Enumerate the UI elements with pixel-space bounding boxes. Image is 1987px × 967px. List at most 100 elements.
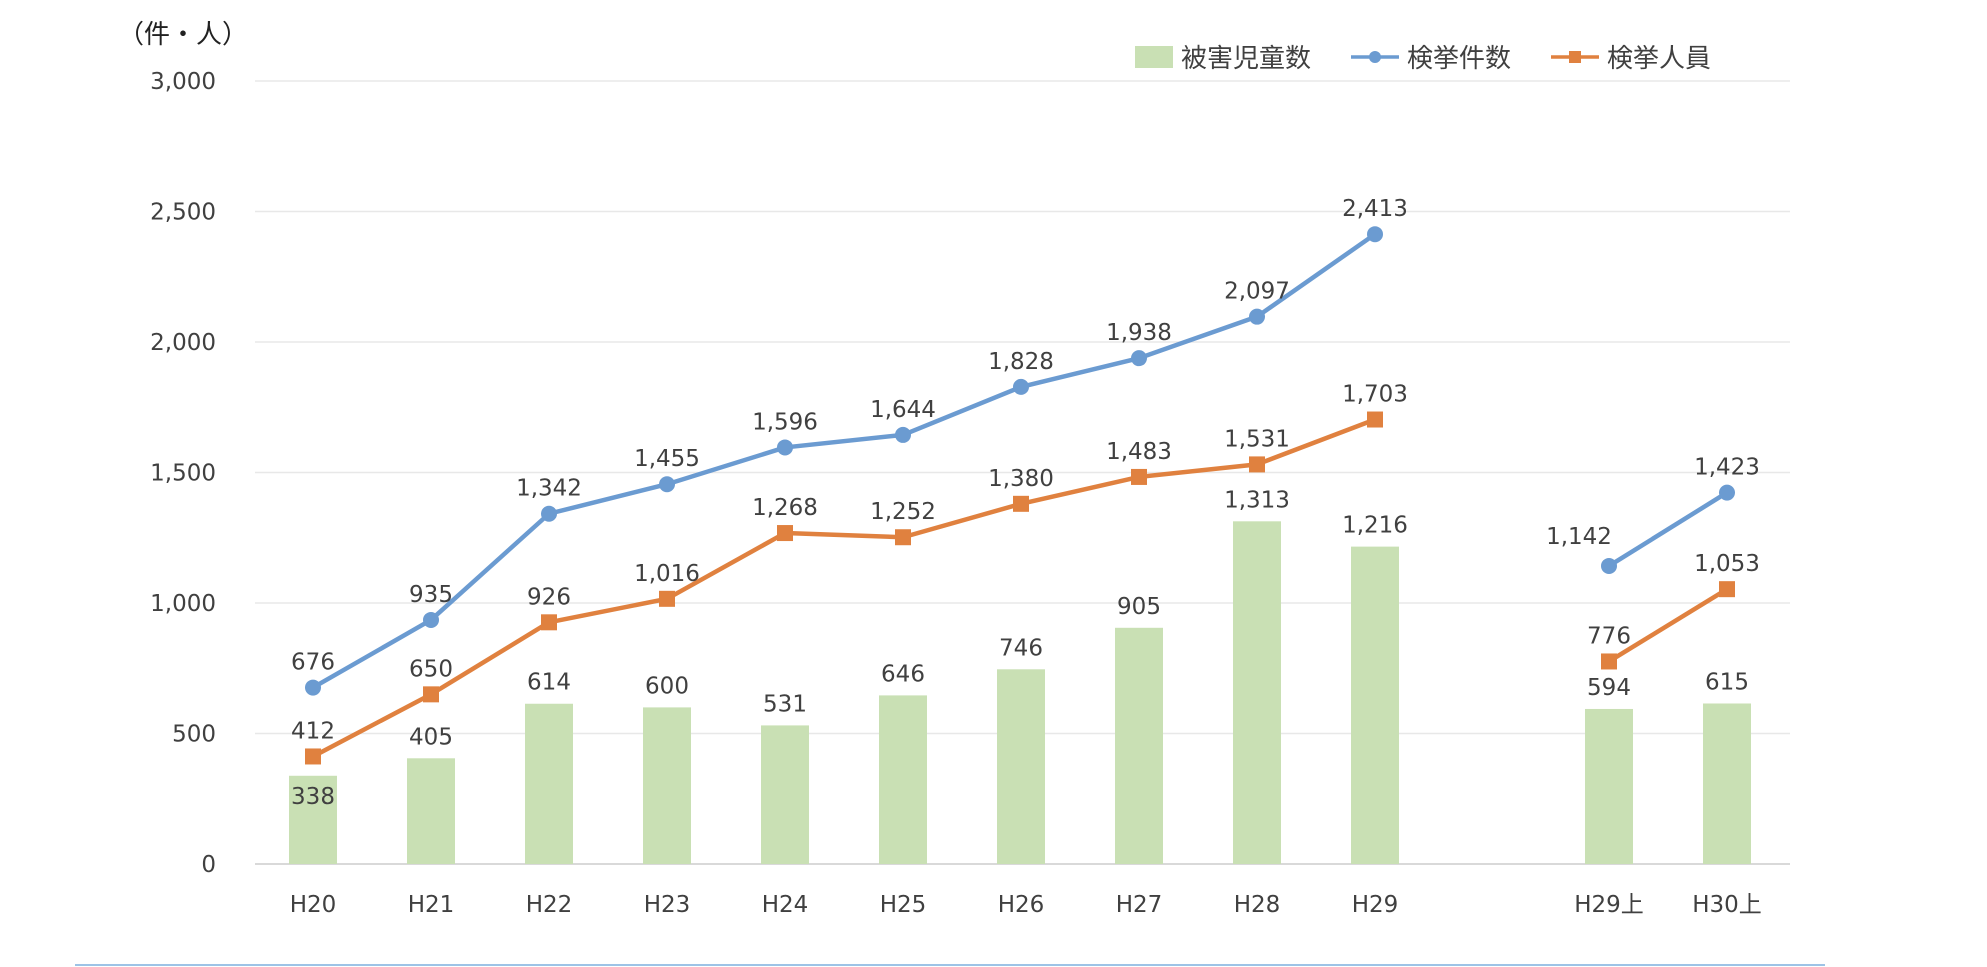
data-label-cases: 2,413 [1342, 196, 1408, 222]
data-label-victims: 405 [409, 724, 453, 750]
bottom-rule [75, 964, 1825, 966]
data-label-victims: 1,313 [1224, 487, 1290, 513]
line-cases [1607, 490, 1729, 568]
data-label-persons: 1,380 [988, 466, 1054, 492]
data-label-cases: 1,342 [516, 476, 582, 502]
legend-marker-persons [1569, 50, 1582, 63]
x-tick-label: H24 [762, 892, 809, 918]
data-label-persons: 650 [409, 656, 453, 682]
data-label-cases: 1,423 [1694, 455, 1760, 481]
x-tick-label: H30上 [1692, 892, 1762, 918]
data-label-persons: 1,531 [1224, 426, 1290, 452]
data-label-persons: 776 [1587, 623, 1631, 649]
data-label-persons: 926 [527, 584, 571, 610]
marker-cases [1131, 350, 1147, 367]
marker-cases [659, 476, 675, 493]
x-tick-label: H26 [998, 892, 1045, 918]
data-label-victims: 615 [1705, 669, 1749, 695]
marker-cases [1601, 557, 1617, 574]
marker-cases [1013, 378, 1029, 395]
legend-item-cases: 検挙件数 [1351, 38, 1511, 75]
data-label-cases: 1,828 [988, 349, 1054, 375]
y-tick-label: 2,500 [150, 200, 216, 226]
data-label-persons: 1,268 [752, 495, 818, 521]
data-label-persons: 1,703 [1342, 382, 1408, 408]
data-label-persons: 1,053 [1694, 551, 1760, 577]
line-persons [1607, 587, 1729, 664]
legend-label-victims: 被害児童数 [1181, 44, 1312, 74]
legend-swatch-victims [1135, 45, 1173, 68]
data-label-persons: 412 [291, 718, 335, 744]
data-label-cases: 1,938 [1106, 320, 1172, 346]
bar-victims [1233, 521, 1281, 864]
marker-persons [1013, 495, 1029, 512]
data-label-victims: 594 [1587, 675, 1631, 701]
x-tick-label: H20 [290, 892, 337, 918]
marker-cases [305, 679, 321, 696]
data-label-victims: 746 [999, 635, 1043, 661]
marker-persons [777, 525, 793, 542]
data-label-persons: 1,483 [1106, 439, 1172, 465]
data-label-persons: 1,016 [634, 561, 700, 587]
x-tick-label: H25 [880, 892, 927, 918]
legend-label-cases: 検挙件数 [1407, 44, 1512, 74]
legend-swatch-persons [1551, 50, 1600, 63]
marker-cases [1719, 484, 1735, 501]
data-label-cases: 2,097 [1224, 279, 1290, 305]
bar-victims [289, 775, 337, 864]
marker-cases [423, 611, 439, 628]
y-tick-label: 1,500 [150, 461, 216, 487]
marker-persons [895, 529, 911, 546]
x-tick-label: H29上 [1574, 892, 1644, 918]
data-label-victims: 1,216 [1342, 513, 1408, 539]
legend-label-persons: 検挙人員 [1607, 44, 1712, 74]
y-tick-label: 0 [201, 852, 216, 878]
line-persons [311, 417, 1376, 759]
legend-marker-cases [1369, 50, 1382, 63]
legend-item-persons: 検挙人員 [1551, 38, 1711, 75]
data-label-cases: 1,455 [634, 446, 700, 472]
bar-victims [643, 707, 691, 864]
marker-persons [1719, 581, 1735, 598]
legend-swatch-cases [1351, 50, 1400, 63]
y-tick-label: 500 [172, 722, 216, 748]
marker-cases [1249, 308, 1265, 325]
marker-persons [1131, 468, 1147, 485]
data-label-cases: 1,142 [1546, 524, 1612, 550]
y-tick-label: 3,000 [150, 69, 216, 95]
bar-victims [879, 695, 927, 864]
data-label-cases: 935 [409, 582, 453, 608]
bar-victims [1585, 708, 1633, 864]
marker-persons [423, 686, 439, 703]
data-label-victims: 614 [527, 670, 571, 696]
bar-victims [1115, 627, 1163, 864]
data-label-victims: 338 [291, 784, 335, 810]
bar-victims [761, 725, 809, 864]
marker-cases [541, 505, 557, 522]
x-tick-label: H27 [1116, 892, 1163, 918]
x-tick-label: H29 [1352, 892, 1399, 918]
marker-persons [1601, 653, 1617, 670]
unit-label: （件・人） [118, 20, 249, 50]
data-label-victims: 646 [881, 661, 925, 687]
data-label-victims: 600 [645, 673, 689, 699]
data-label-victims: 905 [1117, 594, 1161, 620]
bar-victims [1351, 546, 1399, 864]
marker-persons [659, 590, 675, 607]
marker-persons [305, 748, 321, 765]
marker-cases [895, 426, 911, 443]
data-label-cases: 676 [291, 650, 335, 676]
data-label-cases: 1,596 [752, 409, 818, 435]
marker-cases [1367, 226, 1383, 243]
data-label-cases: 1,644 [870, 397, 936, 423]
legend-item-victims: 被害児童数 [1135, 38, 1311, 75]
bar-victims [525, 703, 573, 864]
x-tick-label: H21 [408, 892, 455, 918]
bar-victims [997, 669, 1045, 864]
marker-cases [777, 439, 793, 456]
marker-persons [541, 614, 557, 631]
line-cases [311, 232, 1377, 690]
legend: 被害児童数 検挙件数 検挙人員 [1135, 38, 1711, 75]
x-tick-label: H22 [526, 892, 573, 918]
